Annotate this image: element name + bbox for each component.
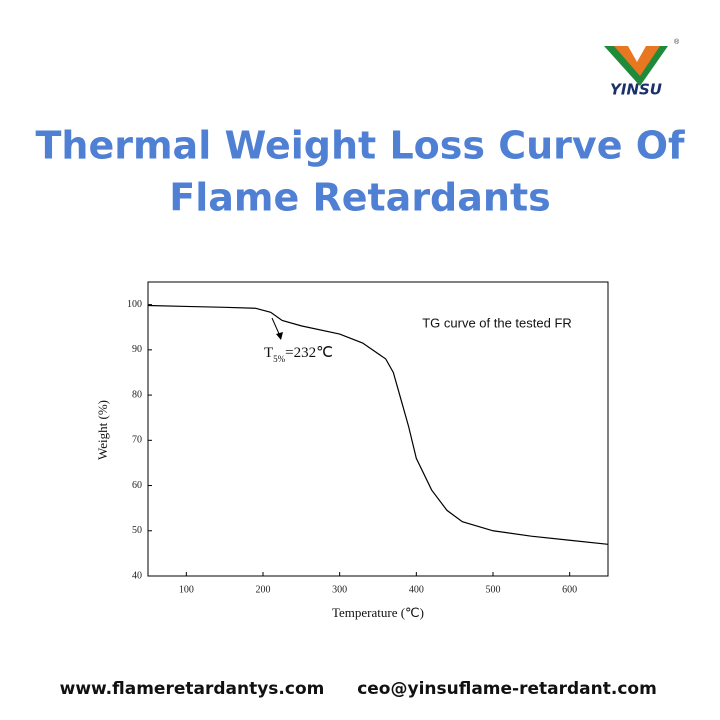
- x-tick-label: 200: [256, 584, 271, 595]
- y-tick-label: 60: [132, 480, 142, 491]
- y-axis-title: Weight (%): [95, 400, 110, 460]
- logo-text: YINSU: [610, 81, 662, 99]
- arrow: [271, 317, 281, 337]
- title: Flame Retardants: [169, 176, 550, 220]
- x-tick-label: 300: [332, 584, 347, 595]
- x-tick-label: 100: [179, 584, 194, 595]
- y-tick-label: 100: [127, 299, 142, 310]
- title: Thermal Weight Loss Curve Of: [35, 124, 685, 168]
- chart: TG curve of the tested FR T5%=232℃ Tempe…: [95, 281, 609, 620]
- footer-email: ceo@yinsuflame-retardant.com: [357, 679, 657, 699]
- logo-icon: [614, 46, 660, 76]
- footer-website: www.flameretardantys.com: [60, 679, 325, 699]
- annotation: TG curve of the tested FR: [422, 315, 572, 330]
- arrow-head: [276, 332, 283, 340]
- y-tick-label: 80: [132, 389, 142, 400]
- marker-label-sub: 5%: [273, 354, 286, 364]
- x-axis-title: Temperature (℃): [332, 605, 424, 620]
- y-tick-label: 40: [132, 570, 142, 581]
- y-tick-label: 50: [132, 525, 142, 536]
- marker-label: T5%=232℃: [264, 345, 333, 364]
- marker-label-main: T: [264, 345, 273, 361]
- x-tick-label: 400: [409, 584, 424, 595]
- marker-label-rest: =232℃: [285, 345, 333, 361]
- x-tick-label: 500: [486, 584, 501, 595]
- logo-mark: ®: [674, 38, 680, 46]
- y-tick-label: 70: [132, 435, 142, 446]
- data-line: [147, 304, 609, 545]
- x-tick-label: 600: [562, 584, 577, 595]
- y-tick-label: 90: [132, 344, 142, 355]
- logo: YINSU ®: [604, 38, 680, 99]
- plot-frame: [147, 281, 609, 577]
